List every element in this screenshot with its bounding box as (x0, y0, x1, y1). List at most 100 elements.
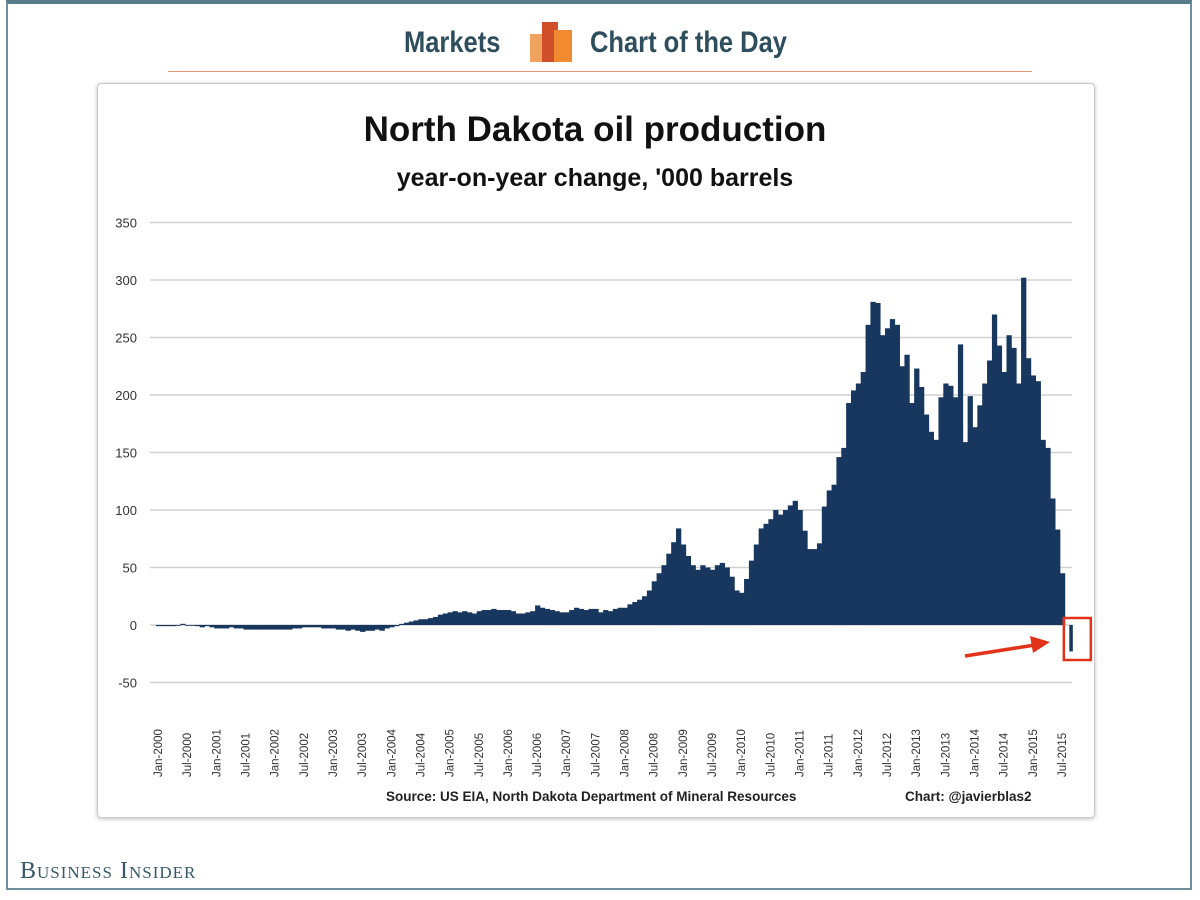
bar (826, 490, 832, 625)
bar (627, 604, 633, 625)
bar (778, 514, 784, 625)
bar (258, 625, 264, 630)
bar (710, 569, 716, 625)
bar (967, 396, 973, 625)
bar (812, 549, 818, 625)
bar (423, 619, 429, 625)
bar (272, 625, 278, 630)
bar (326, 625, 332, 629)
bar (880, 335, 886, 625)
bar (433, 616, 439, 625)
bar (593, 608, 599, 625)
bar (549, 610, 555, 625)
bar (350, 625, 356, 630)
bar (374, 625, 380, 630)
bar (345, 625, 351, 631)
bar (228, 625, 235, 628)
bar (792, 500, 798, 625)
bar (870, 301, 876, 625)
bar (1040, 439, 1046, 625)
bar (919, 386, 925, 625)
bar (287, 625, 293, 630)
bar (816, 543, 823, 625)
bar (457, 612, 463, 625)
bar (714, 565, 721, 625)
x-tick-label: Jul-2003 (357, 733, 369, 777)
bar (569, 610, 575, 625)
bar (292, 625, 298, 629)
bar (233, 625, 240, 629)
bar (301, 625, 308, 628)
bar (632, 602, 638, 625)
y-tick-label: 50 (123, 561, 137, 576)
bar (690, 565, 696, 625)
bar (355, 625, 361, 631)
bar (471, 613, 478, 625)
bar (360, 625, 366, 632)
bar (642, 596, 648, 625)
bar (1055, 529, 1061, 625)
bar (729, 576, 735, 625)
x-tick-label: Jan-2012 (853, 729, 865, 777)
bar (1069, 625, 1073, 652)
chart-title: North Dakota oil production (363, 110, 827, 149)
bar (199, 625, 205, 628)
bar (962, 442, 969, 625)
bar (1001, 372, 1007, 625)
bar (165, 625, 171, 627)
bar (875, 303, 881, 625)
y-tick-label: 150 (115, 446, 137, 461)
x-tick-label: Jan-2010 (736, 729, 748, 777)
y-tick-label: 250 (115, 331, 137, 346)
bar (539, 607, 546, 625)
header: Markets Chart of the Day (0, 22, 1200, 66)
bar (748, 560, 755, 625)
bar (996, 345, 1003, 625)
x-tick-label: Jul-2001 (240, 733, 252, 777)
bar (277, 625, 283, 630)
bar (671, 542, 677, 625)
x-tick-label: Jan-2011 (795, 730, 807, 777)
bar (564, 612, 570, 625)
feature-label: Chart of the Day (590, 26, 787, 59)
bar (1016, 383, 1022, 625)
bar (369, 625, 376, 631)
x-tick-label: Jan-2003 (328, 729, 340, 777)
brand-logo: Business Insider (20, 858, 197, 884)
bar (554, 611, 560, 625)
x-tick-label: Jul-2008 (649, 733, 661, 777)
bar (520, 613, 526, 625)
bar (1021, 277, 1027, 625)
bar (719, 562, 726, 625)
bar (267, 625, 274, 630)
bar (364, 625, 371, 631)
bar (1011, 347, 1017, 625)
bar (977, 405, 983, 625)
bar (899, 366, 905, 625)
bar (559, 612, 565, 625)
x-tick-label: Jan-2014 (969, 728, 981, 777)
section-label[interactable]: Markets (404, 26, 501, 59)
bar (340, 625, 346, 630)
bar (238, 625, 244, 629)
bar (219, 625, 225, 629)
bar (209, 625, 215, 628)
chart-credit: Chart: @javierblas2 (905, 789, 1032, 804)
bar-chart-logo-icon (530, 22, 572, 62)
bar (612, 608, 619, 625)
bar (744, 579, 750, 625)
x-tick-label: Jul-2004 (415, 732, 427, 777)
bar (773, 510, 779, 625)
bar (394, 625, 400, 627)
bar (831, 484, 837, 625)
bar (476, 611, 483, 625)
bar (501, 610, 507, 625)
bar (510, 611, 517, 625)
bar (180, 623, 186, 625)
bar (428, 618, 434, 625)
bar (413, 620, 419, 625)
bar (486, 610, 492, 625)
bar (914, 368, 920, 625)
bar (753, 544, 760, 625)
